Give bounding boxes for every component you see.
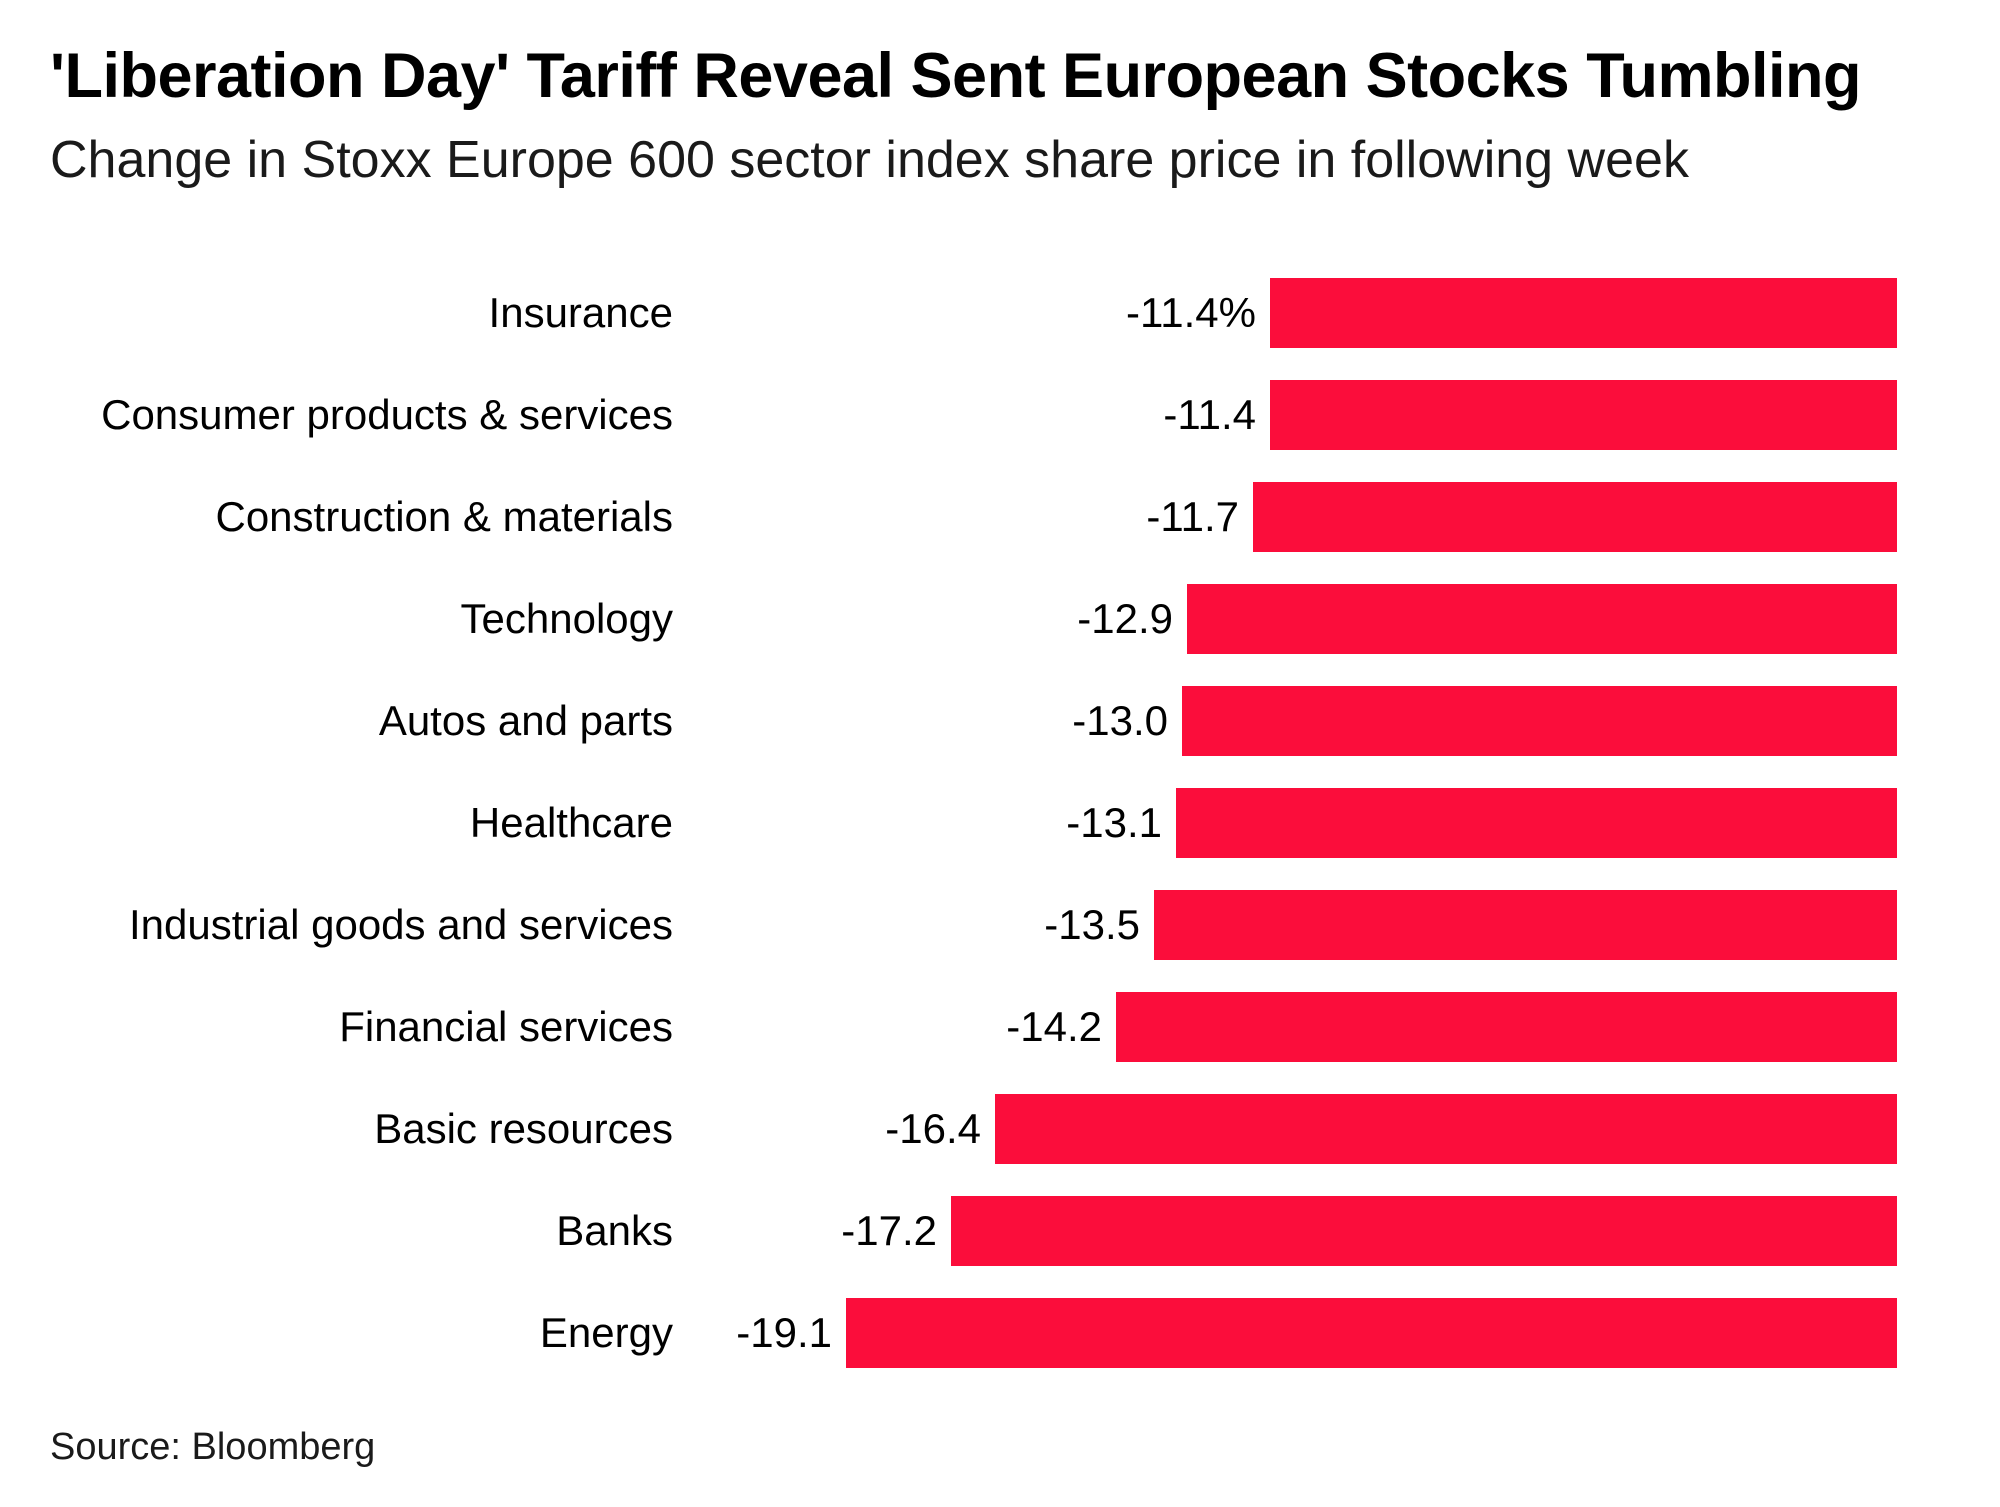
value-label: -14.2 (1006, 1003, 1102, 1050)
category-label: Financial services (339, 1003, 673, 1050)
value-label: -17.2 (841, 1207, 937, 1254)
chart-row: Financial services -14.2 (0, 976, 2000, 1078)
chart-row: Industrial goods and services -13.5 (0, 874, 2000, 976)
chart-row: Banks -17.2 (0, 1180, 2000, 1282)
bar (1270, 380, 1897, 450)
category-label: Industrial goods and services (129, 901, 673, 948)
chart-subtitle: Change in Stoxx Europe 600 sector index … (50, 131, 1689, 189)
chart-row: Technology -12.9 (0, 568, 2000, 670)
value-label: -11.4 (1163, 391, 1256, 438)
bar (1187, 584, 1897, 654)
chart-row: Healthcare -13.1 (0, 772, 2000, 874)
value-label: -13.0 (1072, 697, 1168, 744)
chart-row: Construction & materials -11.7 (0, 466, 2000, 568)
bar (1182, 686, 1897, 756)
value-label: -16.4 (885, 1105, 981, 1152)
chart-row: Autos and parts -13.0 (0, 670, 2000, 772)
bar (1176, 788, 1897, 858)
category-label: Healthcare (469, 799, 673, 846)
value-label: -11.7 (1146, 493, 1239, 540)
category-label: Autos and parts (378, 697, 673, 744)
category-label: Basic resources (374, 1105, 673, 1152)
bar (951, 1196, 1897, 1266)
bar (846, 1298, 1897, 1368)
bar (1270, 278, 1897, 348)
value-label: -12.9 (1077, 595, 1173, 642)
category-label: Banks (556, 1207, 673, 1254)
category-label: Technology (460, 595, 673, 642)
value-label: -11.4% (1126, 289, 1256, 336)
chart-row: Insurance -11.4% (0, 262, 2000, 364)
category-label: Insurance (488, 289, 673, 336)
category-label: Construction & materials (215, 493, 673, 540)
category-label: Consumer products & services (101, 391, 673, 438)
category-label: Energy (539, 1309, 673, 1356)
bar (1154, 890, 1897, 960)
value-label: -13.5 (1044, 901, 1140, 948)
bar-chart: Insurance -11.4% Consumer products & servi… (0, 262, 2000, 1384)
source-note: Source: Bloomberg (50, 1426, 376, 1468)
bar (1253, 482, 1897, 552)
chart-row: Consumer products & services -11.4 (0, 364, 2000, 466)
chart-title: 'Liberation Day' Tariff Reveal Sent Euro… (50, 41, 1861, 111)
bar (1116, 992, 1897, 1062)
value-label: -19.1 (736, 1309, 832, 1356)
value-label: -13.1 (1066, 799, 1162, 846)
bar (995, 1094, 1897, 1164)
chart-row: Basic resources -16.4 (0, 1078, 2000, 1180)
chart-row: Energy -19.1 (0, 1282, 2000, 1384)
